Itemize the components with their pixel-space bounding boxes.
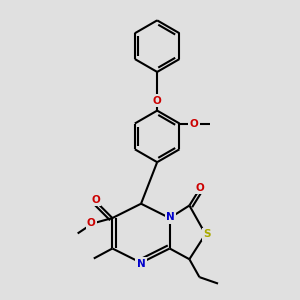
Text: N: N [137, 259, 146, 269]
Text: O: O [196, 183, 205, 193]
Text: O: O [91, 195, 100, 205]
Text: O: O [153, 96, 161, 106]
Text: O: O [189, 118, 198, 128]
Text: O: O [87, 218, 96, 228]
Text: S: S [203, 229, 211, 239]
Text: N: N [166, 212, 175, 222]
